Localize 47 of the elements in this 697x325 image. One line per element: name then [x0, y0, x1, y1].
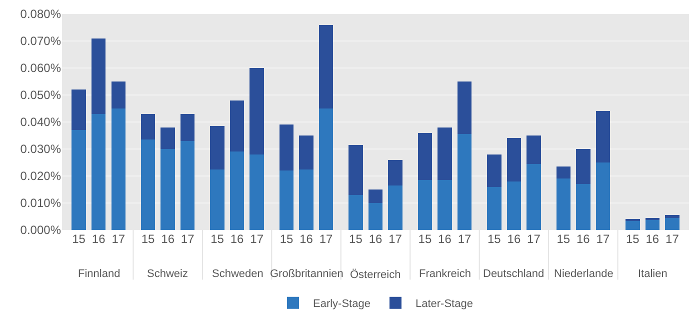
text: Österreich [350, 268, 401, 281]
y-tick-label: 0.000% [20, 223, 62, 238]
legend-label: Later-Stage [415, 298, 473, 310]
y-tick-label: 0.040% [20, 115, 62, 130]
x-tick-label: 15 [349, 232, 363, 246]
text: Schweden [212, 268, 264, 280]
y-tick-label: 0.010% [20, 196, 62, 210]
x-tick-label: 15 [141, 232, 156, 246]
text: Italien [638, 268, 668, 280]
x-tick-label: 17 [319, 232, 334, 246]
text: Niederlande [554, 268, 614, 280]
x-tick-label: 15 [556, 232, 570, 246]
x-tick-label: 17 [388, 232, 402, 246]
y-tick-label: 0.070% [20, 34, 62, 48]
x-tick-label: 15 [280, 232, 294, 246]
legend-label: Early-Stage [313, 298, 370, 310]
y-tick-label: 0.030% [20, 142, 62, 156]
y-tick-label: 0.060% [20, 61, 62, 76]
text: Schweiz [147, 268, 188, 280]
text: Finnland [78, 268, 120, 280]
x-tick-label: 16 [576, 232, 590, 246]
x-tick-label: 16 [92, 232, 106, 246]
y-tick-label: 0.020% [20, 169, 62, 184]
x-tick-label: 16 [300, 232, 314, 246]
x-tick-label: 17 [527, 232, 541, 246]
x-tick-label: 16 [230, 232, 244, 246]
x-tick-label: 16 [438, 232, 452, 246]
x-tick-label: 17 [112, 232, 126, 246]
x-tick-label: 17 [596, 232, 610, 246]
y-tick-label: 0.050% [20, 88, 62, 102]
x-tick-label: 16 [161, 232, 175, 246]
x-tick-label: 16 [646, 232, 660, 246]
x-tick-label: 15 [626, 232, 640, 246]
x-tick-label: 17 [180, 232, 195, 246]
text: Deutschland [483, 268, 544, 280]
x-tick-label: 16 [368, 232, 382, 246]
x-tick-label: 17 [250, 232, 264, 246]
x-tick-label: 15 [72, 232, 86, 246]
x-tick-label: 16 [507, 232, 521, 246]
y-tick-label: 0.080% [20, 7, 62, 22]
x-tick-label: 15 [210, 232, 224, 246]
x-tick-label: 17 [458, 232, 472, 246]
text: Frankreich [419, 268, 471, 280]
x-tick-label: 17 [666, 232, 680, 246]
x-tick-label: 15 [418, 232, 432, 246]
text: Großbritannien [270, 268, 344, 280]
x-tick-label: 15 [488, 232, 502, 246]
